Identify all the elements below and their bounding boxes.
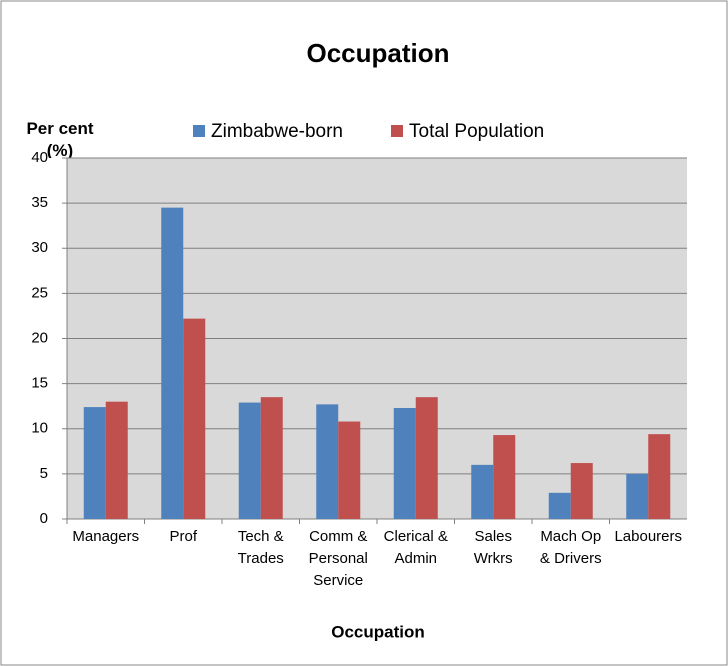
bar	[471, 464, 494, 519]
x-tick-label: Sales Wrkrs	[473, 528, 513, 567]
bar	[83, 407, 106, 519]
x-tick-label: Comm & Personal Service	[308, 528, 368, 589]
bar	[316, 404, 339, 519]
bar	[570, 463, 593, 519]
bar	[393, 407, 416, 519]
y-tick-label: 20	[31, 329, 48, 346]
y-axis-title-box: Per cent (%)	[26, 119, 94, 158]
bar	[183, 318, 206, 519]
y-tick-label: 40	[31, 149, 48, 166]
x-tick-label-box: Comm & Personal Service	[308, 528, 368, 589]
bar	[648, 434, 671, 519]
y-tick-label: 0	[40, 510, 48, 527]
x-tick-label: Mach Op & Drivers	[539, 528, 602, 567]
bar	[105, 401, 128, 519]
x-tick-label-box: Tech & Trades	[237, 528, 284, 567]
x-tick-label-box: Sales Wrkrs	[473, 528, 513, 567]
chart-title: Occupation	[306, 38, 449, 68]
x-tick-label: Prof	[169, 528, 197, 545]
x-tick-label: Tech & Trades	[237, 528, 284, 567]
bar	[548, 492, 571, 519]
x-tick-label-box: Labourers	[614, 528, 683, 545]
legend-label: Zimbabwe-born	[211, 121, 343, 142]
x-tick-label-box: Prof	[169, 528, 197, 545]
y-tick-label: 15	[31, 375, 48, 392]
y-tick-label: 30	[31, 239, 48, 256]
y-axis-title: Per cent (%)	[26, 119, 94, 158]
y-tick-label: 10	[31, 420, 48, 437]
bar	[161, 207, 184, 519]
legend-swatch	[193, 125, 205, 137]
bar	[238, 402, 261, 519]
bar	[626, 473, 649, 519]
bar	[493, 435, 516, 519]
bar	[415, 397, 438, 519]
y-tick-label: 5	[40, 465, 48, 482]
x-tick-label-box: Managers	[72, 528, 140, 545]
x-tick-label: Managers	[72, 528, 140, 545]
x-tick-label-box: Clerical & Admin	[383, 528, 448, 567]
y-tick-label: 35	[31, 194, 48, 211]
bar	[338, 421, 361, 519]
x-tick-label: Labourers	[614, 528, 683, 545]
legend-label: Total Population	[409, 121, 544, 142]
x-axis-title: Occupation	[331, 622, 425, 641]
y-tick-label: 25	[31, 284, 48, 301]
bar	[260, 397, 283, 519]
x-tick-label-box: Mach Op & Drivers	[539, 528, 602, 567]
x-tick-label: Clerical & Admin	[383, 528, 448, 567]
legend-swatch	[391, 125, 403, 137]
